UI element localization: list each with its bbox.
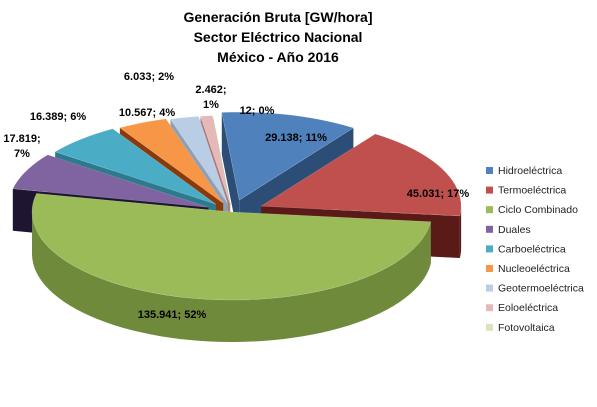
data-label: 45.031; 17% xyxy=(407,188,470,200)
legend-label: Fotovoltaica xyxy=(498,322,555,334)
slice-ciclo-combinado xyxy=(31,193,432,342)
slice-top xyxy=(260,133,462,217)
legend-item-eoloelectrica: Eoloeléctrica xyxy=(486,302,558,314)
pie-slices xyxy=(12,111,462,342)
chart-title-line-3: México - Año 2016 xyxy=(217,49,339,65)
slice-top xyxy=(119,118,224,204)
legend-item-geotermoelectrica: Geotermoeléctrica xyxy=(486,283,584,295)
legend-swatch xyxy=(486,206,493,214)
legend-item-ciclo-combinado: Ciclo Combinado xyxy=(486,204,578,216)
slice-top xyxy=(31,193,432,301)
data-label: 135.941; 52% xyxy=(138,309,207,321)
data-label: 29.138; 11% xyxy=(265,132,327,144)
slice-top xyxy=(54,128,217,205)
legend-item-hidroelectrica: Hidroeléctrica xyxy=(486,165,562,177)
data-label: 6.033; 2% xyxy=(124,71,174,83)
data-label: 2.462; xyxy=(195,84,226,96)
slice-top xyxy=(169,116,228,204)
slice-side xyxy=(459,206,462,258)
legend: Hidroeléctrica Termoeléctrica Ciclo Combin… xyxy=(486,165,584,334)
legend-item-termoelectrica: Termoeléctrica xyxy=(486,185,566,197)
legend-label: Termoeléctrica xyxy=(498,185,566,197)
legend-label: Carboeléctrica xyxy=(498,243,566,255)
slice-top xyxy=(221,111,355,201)
data-label: 1% xyxy=(203,99,219,111)
slice-top xyxy=(200,115,230,204)
legend-swatch xyxy=(486,225,493,233)
chart-title-line-2: Sector Eléctrico Nacional xyxy=(194,29,363,45)
legend-swatch xyxy=(486,245,493,253)
slice-wall xyxy=(221,112,240,243)
legend-label: Hidroeléctrica xyxy=(498,165,562,177)
data-label: 10.567; 4% xyxy=(119,107,175,119)
legend-label: Ciclo Combinado xyxy=(498,204,578,216)
legend-swatch xyxy=(486,265,493,272)
legend-swatch xyxy=(486,284,493,292)
slice-top xyxy=(12,154,209,208)
data-label: 7% xyxy=(14,148,30,160)
legend-swatch xyxy=(486,167,493,174)
data-label: 12; 0% xyxy=(240,105,275,117)
chart-title-line-1: Generación Bruta [GW/hora] xyxy=(183,9,372,25)
legend-swatch xyxy=(486,186,493,194)
legend-swatch xyxy=(486,323,493,331)
slice-side xyxy=(32,212,431,342)
legend-item-carboelectrica: Carboeléctrica xyxy=(486,243,566,255)
legend-label: Duales xyxy=(498,224,531,236)
slice-top xyxy=(212,115,231,204)
legend-label: Eoloeléctrica xyxy=(498,302,558,314)
legend-label: Geotermoeléctrica xyxy=(498,283,584,295)
data-label: 17.819; xyxy=(3,133,40,145)
legend-item-fotovoltaica: Fotovoltaica xyxy=(486,322,555,334)
data-label: 16.389; 6% xyxy=(30,111,86,123)
data-labels: 29.138; 11% 45.031; 17% 135.941; 52% 17.819… xyxy=(3,71,469,321)
legend-swatch xyxy=(486,304,493,312)
legend-item-duales: Duales xyxy=(486,224,531,236)
legend-label: Nucleoeléctrica xyxy=(498,263,570,275)
legend-item-nucleoelectrica: Nucleoeléctrica xyxy=(486,263,570,275)
